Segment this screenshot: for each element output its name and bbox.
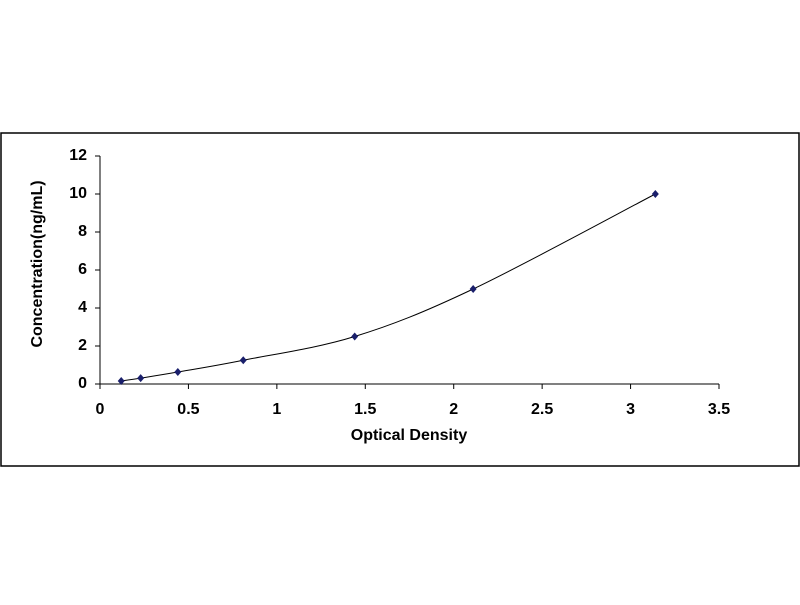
x-tick-label: 2.5: [531, 401, 553, 418]
y-tick-label: 12: [69, 147, 87, 164]
y-tick-label: 4: [78, 299, 87, 316]
x-tick-label: 3.5: [708, 401, 730, 418]
chart-frame: [0, 132, 800, 467]
data-point: [469, 285, 477, 293]
data-point: [651, 190, 659, 198]
fit-curve: [121, 193, 656, 382]
data-point: [239, 356, 247, 365]
x-tick-label: 0: [96, 401, 105, 418]
data-point: [174, 368, 182, 377]
data-point: [351, 332, 359, 341]
x-tick-label: 3: [626, 401, 635, 418]
x-tick-label: 1: [272, 401, 281, 418]
x-tick-label: 0.5: [177, 401, 199, 418]
data-point: [137, 374, 145, 383]
data-point: [117, 376, 125, 385]
x-axis-label: Optical Density: [351, 427, 468, 444]
x-tick-label: 1.5: [354, 401, 376, 418]
y-tick-label: 6: [78, 261, 87, 278]
y-tick-label: 0: [78, 375, 87, 392]
y-tick-label: 8: [78, 223, 87, 240]
y-tick-label: 2: [78, 337, 87, 354]
y-tick-label: 10: [69, 185, 87, 202]
x-tick-label: 2: [449, 401, 458, 418]
y-axis-label: Concentration(ng/mL): [29, 180, 46, 347]
